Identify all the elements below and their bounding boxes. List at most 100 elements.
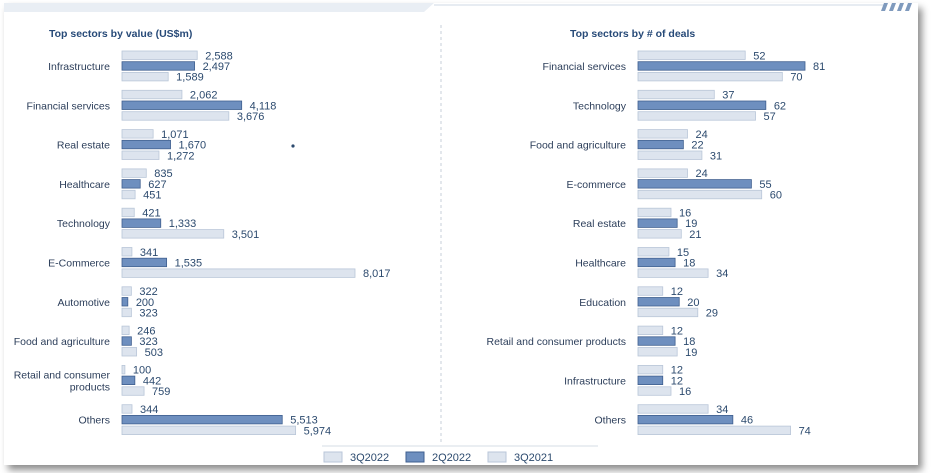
value-bar-retail-and-consumer-products-3q2021	[121, 386, 145, 396]
value-value-label-e-commerce-2q2022: 1,535	[175, 257, 203, 269]
deals-value-label-healthcare-3q2021: 34	[716, 268, 728, 280]
deals-value-label-others-3q2021: 74	[799, 425, 811, 437]
deals-value-label-others-3q2022: 34	[716, 404, 728, 416]
value-value-label-financial-services-3q2021: 3,676	[237, 111, 265, 123]
value-bar-healthcare-2q2022	[121, 179, 141, 189]
deals-bar-education-3q2022	[637, 286, 664, 296]
deals-value-label-technology-2q2022: 62	[774, 100, 786, 112]
value-bar-automotive-3q2022	[121, 286, 132, 296]
value-value-label-healthcare-3q2022: 835	[154, 168, 172, 180]
value-value-label-automotive-2q2022: 200	[136, 297, 154, 309]
value-category-label-retail-and-consumer-products-line2: products	[70, 381, 110, 393]
deals-value-label-financial-services-2q2022: 81	[813, 61, 825, 73]
deals-value-label-real-estate-2q2022: 19	[685, 218, 697, 230]
value-category-label-financial-services: Financial services	[27, 100, 110, 112]
deals-category-label-real-estate: Real estate	[573, 218, 626, 230]
deals-category-label-healthcare: Healthcare	[575, 257, 626, 269]
value-bar-retail-and-consumer-products-2q2022	[121, 375, 136, 386]
deals-bar-food-and-agriculture-2q2022	[637, 139, 684, 150]
deals-value-label-real-estate-3q2022: 16	[679, 207, 691, 219]
deals-value-label-technology-3q2021: 57	[764, 111, 776, 123]
deals-category-label-e-commerce: E-commerce	[566, 179, 626, 191]
value-value-label-retail-and-consumer-products-2q2022: 442	[143, 375, 161, 387]
deals-bar-others-3q2022	[637, 404, 709, 414]
value-bar-technology-2q2022	[121, 218, 162, 228]
deals-bar-food-and-agriculture-3q2021	[637, 150, 703, 160]
value-category-label-technology: Technology	[57, 218, 111, 230]
deals-bar-real-estate-3q2022	[637, 207, 672, 218]
value-bar-automotive-2q2022	[121, 297, 129, 307]
legend-label-2q2022: 2Q2022	[432, 452, 471, 464]
deals-value-label-financial-services-3q2021: 70	[790, 72, 802, 84]
deals-bar-retail-and-consumer-products-2q2022	[637, 336, 676, 346]
deals-category-label-infrastructure: Infrastructure	[564, 375, 626, 387]
deals-category-label-retail-and-consumer-products: Retail and consumer products	[487, 336, 627, 348]
deals-bar-technology-3q2021	[637, 111, 756, 121]
value-value-label-food-and-agriculture-3q2022: 246	[137, 325, 155, 337]
deals-value-label-retail-and-consumer-products-3q2022: 12	[671, 325, 683, 337]
deals-bar-e-commerce-3q2022	[637, 168, 688, 178]
deals-category-label-technology: Technology	[573, 100, 627, 112]
deals-bar-real-estate-3q2021	[637, 229, 682, 239]
value-value-label-e-commerce-3q2022: 341	[140, 247, 158, 259]
deals-bar-healthcare-3q2021	[637, 268, 709, 278]
deals-value-label-healthcare-3q2022: 15	[677, 247, 689, 259]
deals-value-label-food-and-agriculture-3q2022: 24	[695, 129, 707, 141]
value-category-label-automotive: Automotive	[57, 297, 110, 309]
value-bar-food-and-agriculture-2q2022	[121, 336, 132, 346]
value-category-label-retail-and-consumer-products-line1: Retail and consumer	[14, 369, 111, 381]
left-chart-title: Top sectors by value (US$m)	[49, 28, 192, 40]
value-category-label-infrastructure: Infrastructure	[48, 61, 110, 73]
deals-bar-e-commerce-2q2022	[637, 179, 752, 189]
value-value-label-others-3q2021: 5,974	[304, 425, 332, 437]
value-value-label-technology-3q2022: 421	[142, 207, 160, 219]
value-value-label-healthcare-2q2022: 627	[148, 179, 166, 191]
value-bar-healthcare-3q2022	[121, 168, 147, 178]
value-bar-financial-services-3q2022	[121, 89, 183, 100]
deals-value-label-technology-3q2022: 37	[722, 90, 734, 102]
legend: 3Q2022 2Q2022 3Q2021	[322, 445, 598, 464]
value-value-label-healthcare-3q2021: 451	[143, 190, 161, 202]
value-value-label-financial-services-3q2022: 2,062	[190, 90, 218, 102]
deals-bar-healthcare-3q2022	[637, 247, 670, 257]
value-value-label-real-estate-3q2022: 1,071	[161, 129, 189, 141]
value-bar-infrastructure-3q2021	[121, 72, 169, 82]
value-bar-financial-services-2q2022	[121, 100, 243, 110]
deals-bar-financial-services-3q2022	[637, 50, 746, 60]
deals-value-label-education-2q2022: 20	[687, 297, 699, 309]
deals-bar-others-3q2021	[637, 425, 791, 436]
deals-value-label-healthcare-2q2022: 18	[683, 257, 695, 269]
value-value-label-financial-services-2q2022: 4,118	[250, 100, 277, 112]
deals-category-label-others: Others	[594, 415, 626, 427]
deals-bar-technology-2q2022	[637, 100, 767, 110]
deals-value-label-infrastructure-2q2022: 12	[671, 375, 683, 387]
dual-bar-chart: Top sectors by value (US$m) Top sectors …	[14, 25, 825, 464]
deals-value-label-e-commerce-3q2021: 60	[770, 190, 782, 202]
value-bar-e-commerce-2q2022	[121, 257, 168, 268]
deals-value-label-infrastructure-3q2021: 16	[679, 386, 691, 398]
value-bar-others-2q2022	[121, 414, 283, 425]
deals-bar-education-3q2021	[637, 307, 699, 318]
legend-label-3q2022: 3Q2022	[350, 452, 389, 464]
value-bar-others-3q2021	[121, 425, 297, 436]
value-value-label-retail-and-consumer-products-3q2022: 100	[133, 365, 151, 377]
deals-bar-retail-and-consumer-products-3q2022	[637, 325, 664, 336]
deals-bar-healthcare-2q2022	[637, 257, 676, 268]
deals-bar-technology-3q2022	[637, 89, 715, 100]
top-decorative-band	[4, 3, 912, 12]
value-value-label-automotive-3q2021: 323	[139, 307, 157, 319]
value-bar-real-estate-2q2022	[121, 139, 171, 150]
value-value-label-others-2q2022: 5,513	[290, 415, 318, 427]
deals-bar-food-and-agriculture-3q2022	[637, 129, 688, 139]
deals-value-label-infrastructure-3q2022: 12	[671, 365, 683, 377]
deals-bar-infrastructure-3q2022	[637, 364, 664, 375]
value-value-label-infrastructure-3q2021: 1,589	[176, 72, 204, 84]
value-bar-e-commerce-3q2021	[121, 268, 356, 278]
deals-bar-infrastructure-3q2021	[637, 386, 672, 396]
deals-value-label-others-2q2022: 46	[741, 415, 753, 427]
deals-bar-financial-services-3q2021	[637, 72, 783, 82]
legend-swatch-3q2022	[323, 451, 343, 463]
deals-bar-education-2q2022	[637, 297, 680, 307]
deals-value-label-retail-and-consumer-products-3q2021: 19	[685, 347, 697, 359]
